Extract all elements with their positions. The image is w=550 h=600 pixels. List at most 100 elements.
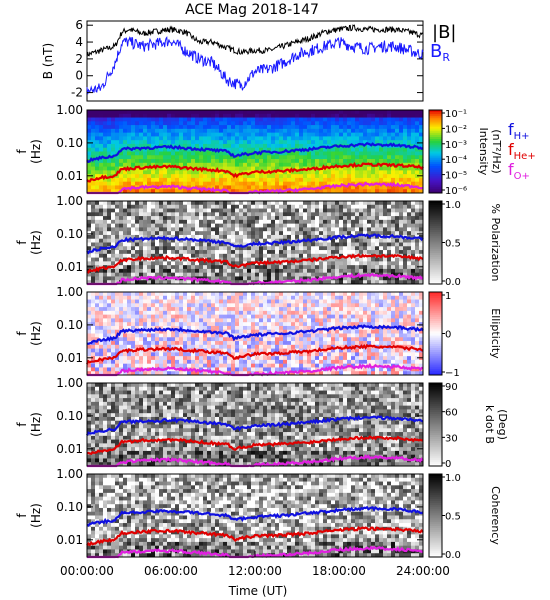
spectrogram-cell <box>91 356 96 361</box>
spectrogram-cell <box>111 359 116 365</box>
spectrogram-cell <box>159 204 164 209</box>
spectrogram-cell <box>151 314 156 319</box>
spectrogram-cell <box>323 151 328 156</box>
spectrogram-ylabel: f(Hz) <box>15 230 43 255</box>
spectrogram-cell <box>395 265 400 270</box>
spectrogram-cell <box>87 344 92 349</box>
spectrogram-cell <box>259 110 264 115</box>
spectrogram-cell <box>103 367 108 372</box>
spectrogram-cell <box>411 136 416 141</box>
spectrogram-cell <box>87 242 92 247</box>
spectrogram-cell <box>255 110 260 115</box>
spectrogram-cell <box>243 212 248 217</box>
spectrogram-cell <box>303 117 308 122</box>
spectrogram-cell <box>91 295 96 300</box>
spectrogram-cell <box>111 333 116 338</box>
chart-title: ACE Mag 2018-147 <box>185 2 319 18</box>
spectrogram-cell <box>239 170 244 175</box>
spectrogram-cell <box>259 201 264 206</box>
spectrogram-cell <box>171 132 176 137</box>
spectrogram-cell <box>191 363 196 368</box>
spectrogram-cell <box>343 174 348 179</box>
spectrogram-cell <box>179 204 184 209</box>
spectrogram-cell <box>127 329 132 334</box>
spectrogram-cell <box>259 329 264 334</box>
spectrogram-cell <box>335 250 340 255</box>
spectrogram-cell <box>419 128 424 134</box>
spectrogram-cell <box>227 303 232 308</box>
spectrogram-cell <box>151 303 156 308</box>
spectrogram-cell <box>251 185 256 190</box>
spectrogram-cell <box>331 212 336 217</box>
spectrogram-cell <box>123 253 128 258</box>
y-tick-label: 6 <box>75 18 83 32</box>
spectrogram-cell <box>135 246 140 251</box>
spectrogram-cell <box>207 125 212 130</box>
spectrogram-cell <box>191 140 196 145</box>
spectrogram-cell <box>363 189 368 194</box>
spectrogram-cell <box>371 147 376 152</box>
spectrogram-cell <box>311 162 316 167</box>
spectrogram-cell <box>107 299 112 304</box>
spectrogram-cell <box>167 371 172 376</box>
spectrogram-cell <box>115 159 120 164</box>
spectrogram-cell <box>171 337 176 342</box>
spectrogram-cell <box>307 140 312 145</box>
spectrogram-cell <box>267 367 272 372</box>
spectrogram-cell <box>247 356 252 361</box>
spectrogram-cell <box>295 219 300 225</box>
spectrogram-cell <box>251 125 256 130</box>
spectrogram-cell <box>227 136 232 141</box>
spectrogram-cell <box>167 189 172 194</box>
spectrogram-cell <box>283 292 288 297</box>
spectrogram-cell <box>283 121 288 126</box>
spectrogram-cell <box>91 276 96 281</box>
spectrogram-cell <box>103 216 108 221</box>
spectrogram-cell <box>99 117 104 122</box>
spectrogram-cell <box>271 121 276 126</box>
spectrogram-cell <box>99 201 104 206</box>
spectrogram-cell <box>159 253 164 258</box>
spectrogram-cell <box>187 223 192 228</box>
spectrogram-cell <box>271 341 276 346</box>
spectrogram-cell <box>95 140 100 145</box>
spectrogram-cell <box>235 371 240 376</box>
spectrogram-cell <box>199 181 204 186</box>
spectrogram-cell <box>267 356 272 361</box>
spectrogram-cell <box>123 242 128 247</box>
spectrogram-cell <box>351 246 356 251</box>
spectrogram-cell <box>327 253 332 258</box>
spectrogram-cell <box>127 250 132 255</box>
spectrogram-cell <box>131 261 136 266</box>
spectrogram-cell <box>375 125 380 130</box>
y-tick-label: 2 <box>75 52 83 66</box>
spectrogram-cell <box>195 303 200 308</box>
spectrogram-cell <box>239 292 244 297</box>
spectrogram-cell <box>347 208 352 213</box>
spectrogram-cell <box>279 344 284 349</box>
spectrogram-cell <box>403 227 408 232</box>
spectrogram-cell <box>255 204 260 209</box>
spectrogram-cell <box>191 117 196 122</box>
spectrogram-cell <box>243 246 248 251</box>
spectrogram-cell <box>167 166 172 171</box>
spectrogram-cell <box>351 204 356 209</box>
spectrogram-cell <box>299 231 304 236</box>
spectrogram-cell <box>215 231 220 236</box>
spectrogram-cell <box>175 170 180 175</box>
spectrogram-cell <box>91 125 96 130</box>
spectrogram-cell <box>371 125 376 130</box>
spectrogram-cell <box>215 117 220 122</box>
spectrogram-cell <box>231 253 236 258</box>
spectrogram-cell <box>319 250 324 255</box>
spectrogram-cell <box>87 185 92 190</box>
spectrogram-cell <box>267 110 272 115</box>
spectrogram-cell <box>319 189 324 194</box>
spectrogram-cell <box>127 344 132 349</box>
spectrogram-cell <box>335 117 340 122</box>
spectrogram-cell <box>395 128 400 134</box>
spectrogram-cell <box>255 219 260 225</box>
spectrogram-cell <box>279 303 284 308</box>
y-tick-label: 0.01 <box>56 260 83 274</box>
spectrogram-cell <box>395 174 400 179</box>
